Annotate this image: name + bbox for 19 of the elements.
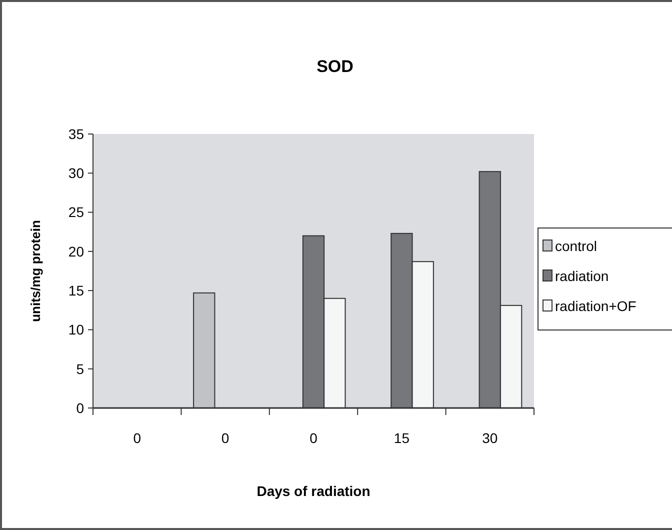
y-tick-label: 35 [68,126,84,142]
x-tick-label: 0 [221,430,230,446]
x-tick-label: 0 [310,430,318,446]
y-tick-label: 30 [68,165,84,182]
x-tick-label: 30 [482,430,498,446]
y-tick-label: 25 [68,204,84,220]
y-tick-label: 0 [76,400,84,416]
y-tick-label: 10 [68,322,84,338]
y-tick-label: 20 [68,243,84,260]
x-tick-label: 0 [133,430,142,446]
legend-label: control [555,238,598,254]
x-axis-title: Days of radiation [256,483,370,499]
chart-title: SOD [316,57,354,76]
legend-label: radiation+OF [555,298,636,314]
y-tick-label: 15 [68,282,84,298]
legend-label: radiation [555,268,609,284]
y-axis-title: units/mg protein [28,220,43,322]
x-tick-label: 15 [394,430,410,446]
y-tick-label: 5 [76,360,84,377]
